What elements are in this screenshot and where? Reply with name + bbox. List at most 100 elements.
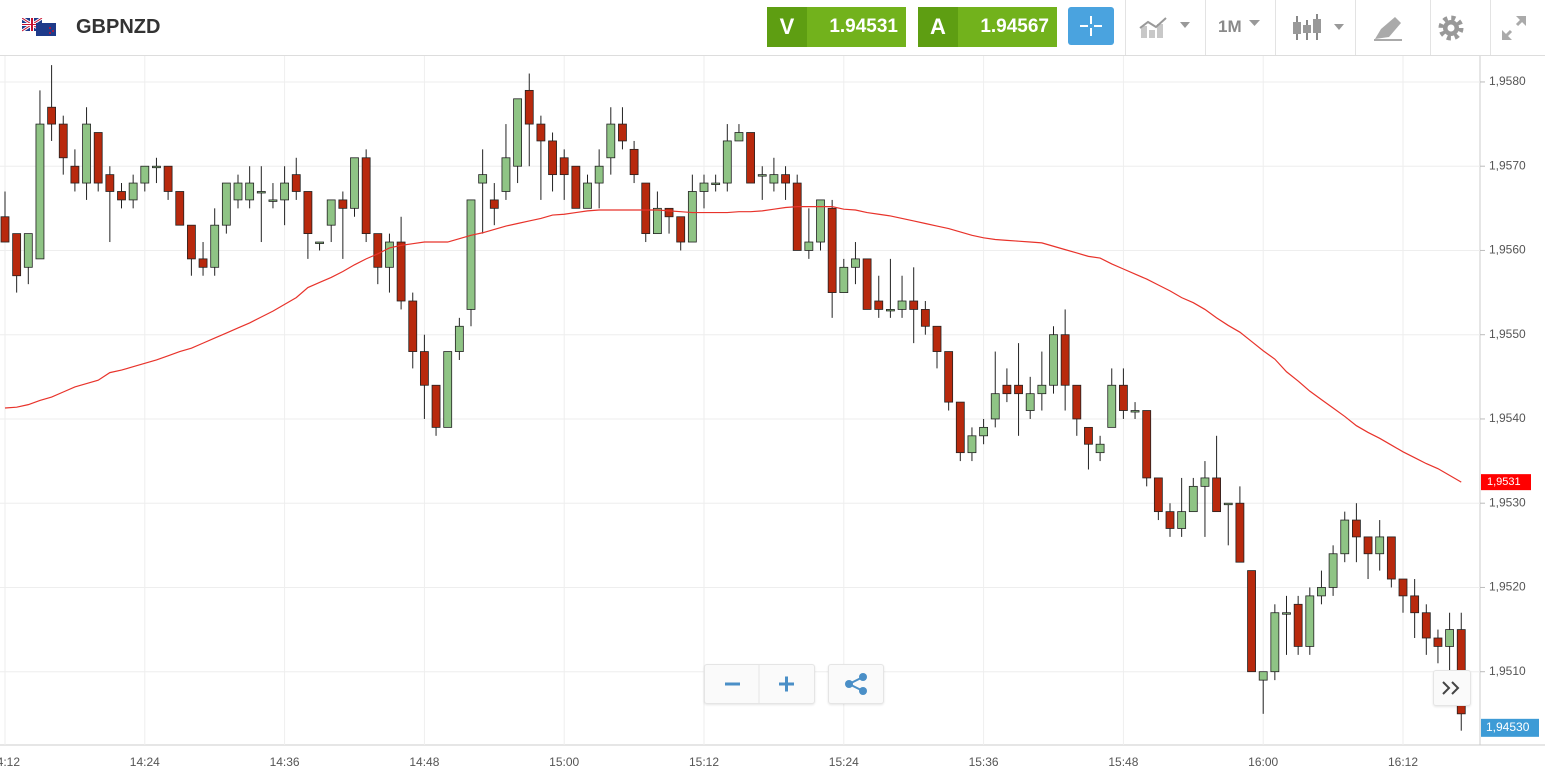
candle-body — [1025, 393, 1035, 411]
candle-body — [501, 157, 511, 192]
candle-body — [1130, 410, 1140, 413]
candle-style-button[interactable] — [1290, 12, 1346, 44]
candle-body — [1421, 612, 1431, 639]
candle-body — [1060, 334, 1070, 386]
candle-body — [559, 157, 569, 176]
dropdown-caret — [1249, 20, 1260, 26]
candle-body — [932, 325, 942, 352]
candle-body — [23, 233, 33, 268]
candle-body — [699, 182, 709, 192]
x-tick-label: 16:00 — [1248, 755, 1278, 769]
candle-body — [886, 309, 895, 312]
candle-body — [757, 174, 767, 177]
candle-body — [862, 258, 872, 310]
candle-body — [233, 182, 243, 201]
separator — [1205, 0, 1206, 55]
zoom-controls — [704, 664, 815, 704]
candle-body — [618, 123, 627, 142]
candle-body — [1084, 426, 1093, 445]
candle-body — [594, 165, 604, 184]
toolbar: GBPNZD V 1.94531 A 1.94567 1M — [0, 0, 1545, 56]
draw-button[interactable] — [1372, 14, 1404, 42]
separator — [1275, 0, 1276, 55]
candle-body — [676, 216, 686, 243]
crosshair-button[interactable] — [1068, 7, 1114, 45]
sell-button[interactable]: V 1.94531 — [767, 7, 906, 47]
candle-body — [12, 233, 22, 277]
moving-average-line — [4, 206, 1462, 483]
candle-body — [979, 426, 988, 437]
candle-body — [280, 182, 290, 201]
candle-body — [653, 207, 662, 235]
candle-body — [1072, 384, 1082, 420]
candle-body — [58, 123, 68, 159]
fullscreen-button[interactable] — [1498, 12, 1530, 44]
x-tick-label: 15:12 — [689, 755, 719, 769]
candle-body — [967, 435, 977, 454]
candle-body — [1119, 384, 1128, 411]
candle-body — [827, 207, 837, 293]
candle-body — [1049, 334, 1058, 386]
candle-body — [152, 165, 161, 169]
candle-body — [909, 300, 919, 310]
candle-body — [1305, 595, 1315, 647]
scroll-end-button[interactable] — [1433, 670, 1471, 706]
timeframe-button[interactable]: 1M — [1218, 17, 1242, 36]
candle-body — [175, 191, 185, 226]
candle-body — [326, 199, 336, 226]
candle-body — [268, 199, 278, 202]
candle-body — [93, 132, 103, 184]
candle-body — [128, 182, 138, 201]
candle-body — [1340, 519, 1350, 555]
candle-body — [1107, 384, 1117, 428]
share-button[interactable] — [828, 664, 884, 704]
candle-body — [781, 174, 790, 184]
separator — [1125, 0, 1126, 55]
sell-price: 1.94531 — [807, 7, 906, 47]
x-tick-label: 14:12 — [0, 755, 20, 769]
candle-body — [792, 182, 802, 251]
candle-body — [1328, 553, 1338, 588]
x-tick-label: 14:24 — [130, 755, 160, 769]
price-tag-bg — [1481, 718, 1539, 737]
settings-button[interactable] — [1436, 13, 1466, 43]
candle-body — [489, 199, 499, 209]
y-tick-label: 1,9560 — [1489, 243, 1526, 257]
buy-button[interactable]: A 1.94567 — [918, 7, 1057, 47]
candle-body — [1445, 629, 1454, 647]
candle-body — [711, 182, 721, 185]
y-tick-label: 1,9510 — [1489, 664, 1526, 678]
candle-body — [0, 216, 10, 243]
separator — [1355, 0, 1356, 55]
buy-price: 1.94567 — [958, 7, 1057, 47]
x-tick-label: 15:48 — [1108, 755, 1138, 769]
zoom-icons — [725, 665, 794, 703]
candle-body — [221, 182, 231, 226]
candle-body — [1177, 511, 1187, 529]
candle-body — [117, 191, 126, 201]
y-tick-label: 1,9580 — [1489, 74, 1526, 88]
candle-body — [897, 300, 907, 310]
x-tick-label: 15:36 — [969, 755, 999, 769]
scroll-icon — [1442, 681, 1460, 695]
x-tick-label: 15:00 — [549, 755, 579, 769]
candle-body — [408, 300, 418, 352]
candle-body — [583, 182, 592, 209]
y-tick-label: 1,9540 — [1489, 411, 1526, 425]
y-tick-label: 1,9520 — [1489, 580, 1526, 594]
buy-label: A — [918, 7, 958, 47]
candle-body — [1398, 578, 1408, 597]
candle-body — [198, 258, 208, 268]
candle-body — [920, 309, 930, 327]
candle-body — [291, 174, 301, 192]
zoom-in[interactable] — [779, 676, 794, 692]
candle-body — [105, 174, 115, 192]
candle-body — [513, 98, 522, 167]
candle-body — [431, 384, 441, 428]
candle-body — [1212, 477, 1221, 513]
candle-body — [1165, 511, 1175, 529]
chart-type-button[interactable] — [1138, 14, 1192, 42]
candle-body — [1317, 587, 1326, 597]
